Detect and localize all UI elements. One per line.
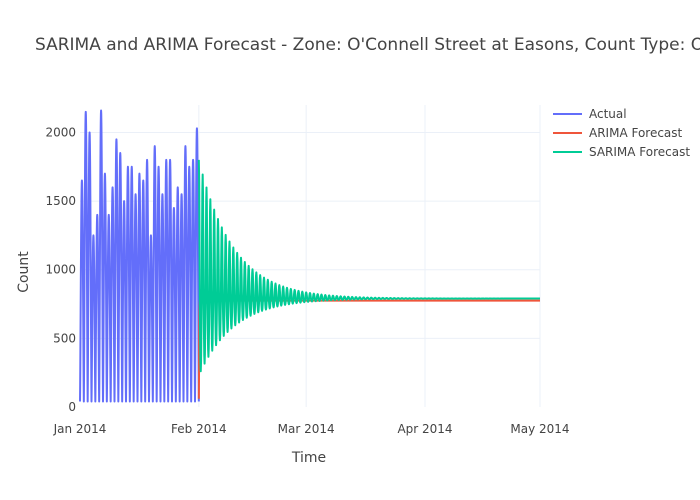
legend-item[interactable]: ARIMA Forecast [553, 126, 683, 140]
y-tick-label: 1500 [45, 194, 76, 208]
y-tick-label: 0 [68, 400, 76, 414]
legend-label: Actual [589, 107, 627, 121]
legend-item[interactable]: SARIMA Forecast [553, 145, 690, 159]
x-tick-label: Jan 2014 [53, 422, 107, 436]
series-group [79, 109, 541, 403]
x-tick-label: Apr 2014 [397, 422, 452, 436]
y-tick-label: 2000 [45, 125, 76, 139]
legend-label: SARIMA Forecast [589, 145, 690, 159]
legend[interactable]: Actual ARIMA Forecast SARIMA Forecast [553, 107, 690, 159]
y-axis-title: Count [16, 251, 32, 293]
series-line-actual [79, 109, 200, 403]
y-tick-label: 1000 [45, 263, 76, 277]
x-axis-title: Time [291, 450, 326, 466]
x-tick-label: May 2014 [510, 422, 569, 436]
chart-title: SARIMA and ARIMA Forecast - Zone: O'Conn… [35, 35, 700, 55]
series-line-sarima [197, 159, 541, 373]
y-tick-labels: 0 500 1000 1500 2000 [45, 125, 76, 414]
x-tick-labels: Jan 2014 Feb 2014 Mar 2014 Apr 2014 May 2014 [53, 422, 570, 436]
legend-item[interactable]: Actual [553, 107, 627, 121]
x-tick-label: Mar 2014 [278, 422, 335, 436]
legend-label: ARIMA Forecast [589, 126, 683, 140]
y-tick-label: 500 [53, 331, 76, 345]
x-tick-label: Feb 2014 [171, 422, 227, 436]
